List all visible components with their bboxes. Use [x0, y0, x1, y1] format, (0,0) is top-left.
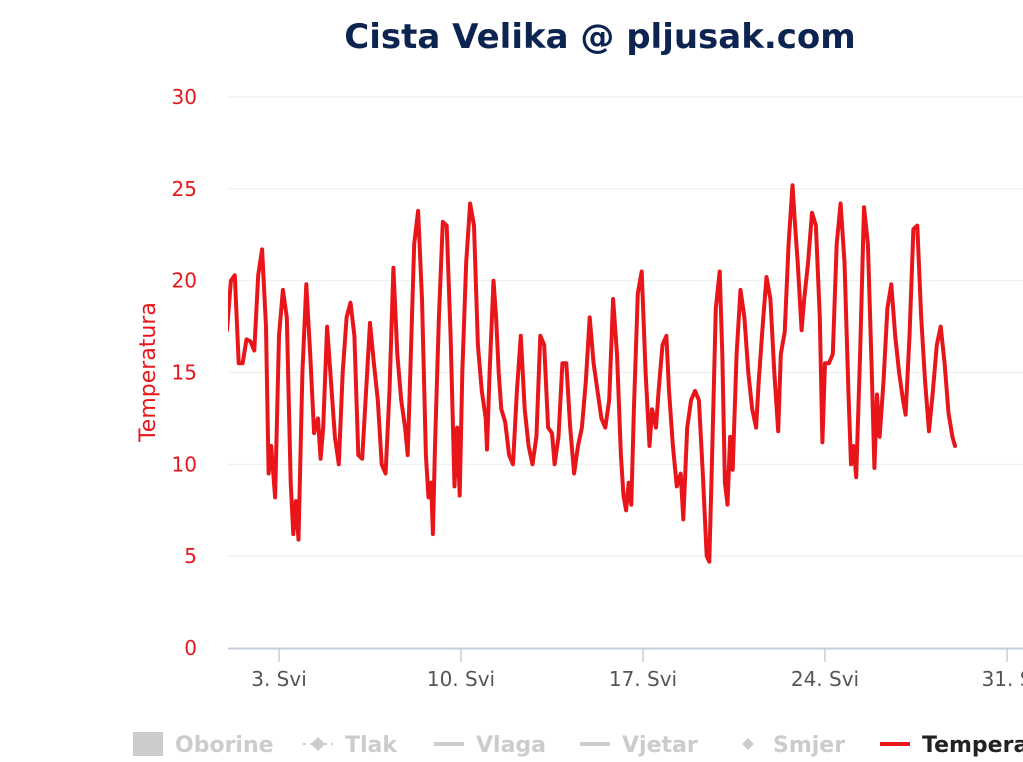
- legend-symbol-diamond: [311, 737, 325, 751]
- y-tick-label: 0: [184, 636, 197, 660]
- y-tick-label: 10: [172, 452, 197, 476]
- x-tick-label: 3. Svi: [251, 667, 307, 691]
- legend-item-oborine[interactable]: Oborine: [133, 732, 274, 758]
- legend-item-smjer[interactable]: Smjer: [742, 733, 845, 758]
- legend-label: Smjer: [773, 733, 845, 758]
- legend-symbol-diamond: [742, 738, 754, 750]
- series-layer: [227, 183, 957, 564]
- legend-label: Vjetar: [622, 733, 698, 758]
- legend-item-tlak[interactable]: Tlak: [303, 733, 398, 758]
- chart-title: Cista Velika @ pljusak.com: [344, 17, 855, 57]
- legend-item-vlaga[interactable]: Vlaga: [434, 733, 546, 758]
- grid-layer: [228, 96, 1023, 557]
- x-tick-label: 17. Svi: [609, 667, 677, 691]
- y-tick-label: 25: [172, 177, 197, 201]
- legend-symbol-rect: [133, 732, 163, 756]
- legend-item-temperat[interactable]: Temperat: [880, 733, 1023, 758]
- x-tick-label: 10. Svi: [427, 667, 495, 691]
- temperature-series-line[interactable]: [227, 183, 957, 564]
- legend: Oborine Tlak Vlaga Vjetar Smjer Temperat: [133, 732, 1023, 758]
- y-axis-label: Temperatura: [136, 302, 161, 443]
- y-tick-label: 20: [172, 269, 197, 293]
- legend-label: Vlaga: [476, 733, 546, 758]
- y-tick-label: 15: [172, 361, 197, 385]
- legend-label: Oborine: [175, 733, 274, 758]
- x-tick-label: 24. Svi: [791, 667, 859, 691]
- legend-item-vjetar[interactable]: Vjetar: [580, 733, 698, 758]
- axis-layer: 0 5 10 15 20 25 30 3. Svi 10. Svi 17. Svi 24. Svi 3…: [172, 85, 1023, 691]
- legend-label: Tlak: [345, 733, 398, 758]
- y-tick-label: 30: [172, 85, 197, 109]
- y-tick-label: 5: [184, 544, 197, 568]
- legend-label: Temperat: [922, 733, 1023, 758]
- x-tick-label: 31. S: [982, 667, 1023, 691]
